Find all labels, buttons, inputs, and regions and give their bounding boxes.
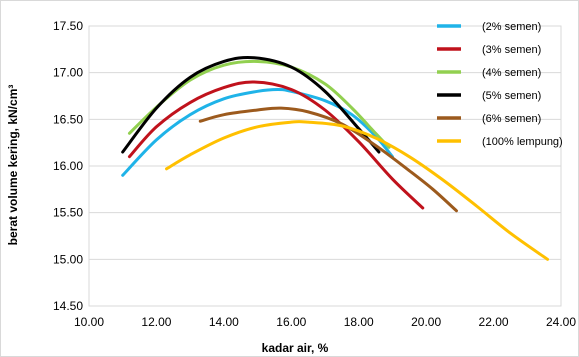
series-line-3 <box>121 55 381 154</box>
y-tick-label: 15.50 <box>53 206 83 220</box>
x-tick-label: 20.00 <box>411 315 441 329</box>
series-line-5 <box>165 120 550 261</box>
x-tick-label: 10.00 <box>74 315 104 329</box>
series-line-4 <box>198 106 458 213</box>
legend-label-2: (4% semen) <box>482 67 541 79</box>
legend-label-5: (100% lempung) <box>482 136 563 148</box>
y-axis-title: berat volume kering, kN/cm³ <box>6 85 20 246</box>
legend: (2% semen) (3% semen) (4% semen) (5% semen)… <box>437 21 563 148</box>
y-tick-label: 15.00 <box>53 252 83 266</box>
series-line-1 <box>127 80 425 210</box>
legend-label-4: (6% semen) <box>482 113 541 125</box>
x-tick-label: 18.00 <box>344 315 374 329</box>
legend-label-0: (2% semen) <box>482 21 541 33</box>
y-tick-label: 17.50 <box>53 19 83 33</box>
series-line-0 <box>121 87 394 177</box>
y-tick-label: 16.00 <box>53 159 83 173</box>
y-tick-label: 14.50 <box>53 299 83 313</box>
x-axis-title: kadar air, % <box>262 341 329 355</box>
x-tick-label: 14.00 <box>209 315 239 329</box>
legend-label-3: (5% semen) <box>482 90 541 102</box>
x-tick-label: 12.00 <box>141 315 171 329</box>
legend-label-1: (3% semen) <box>482 44 541 56</box>
x-tick-label: 22.00 <box>479 315 509 329</box>
x-tick-label: 24.00 <box>546 315 576 329</box>
y-tick-label: 17.00 <box>53 66 83 80</box>
x-tick-label: 16.00 <box>276 315 306 329</box>
axis-ticks: 14.50 15.00 15.50 16.00 16.50 17.00 17.50 10.00… <box>53 19 576 329</box>
series-lines <box>121 55 550 261</box>
y-tick-label: 16.50 <box>53 112 83 126</box>
